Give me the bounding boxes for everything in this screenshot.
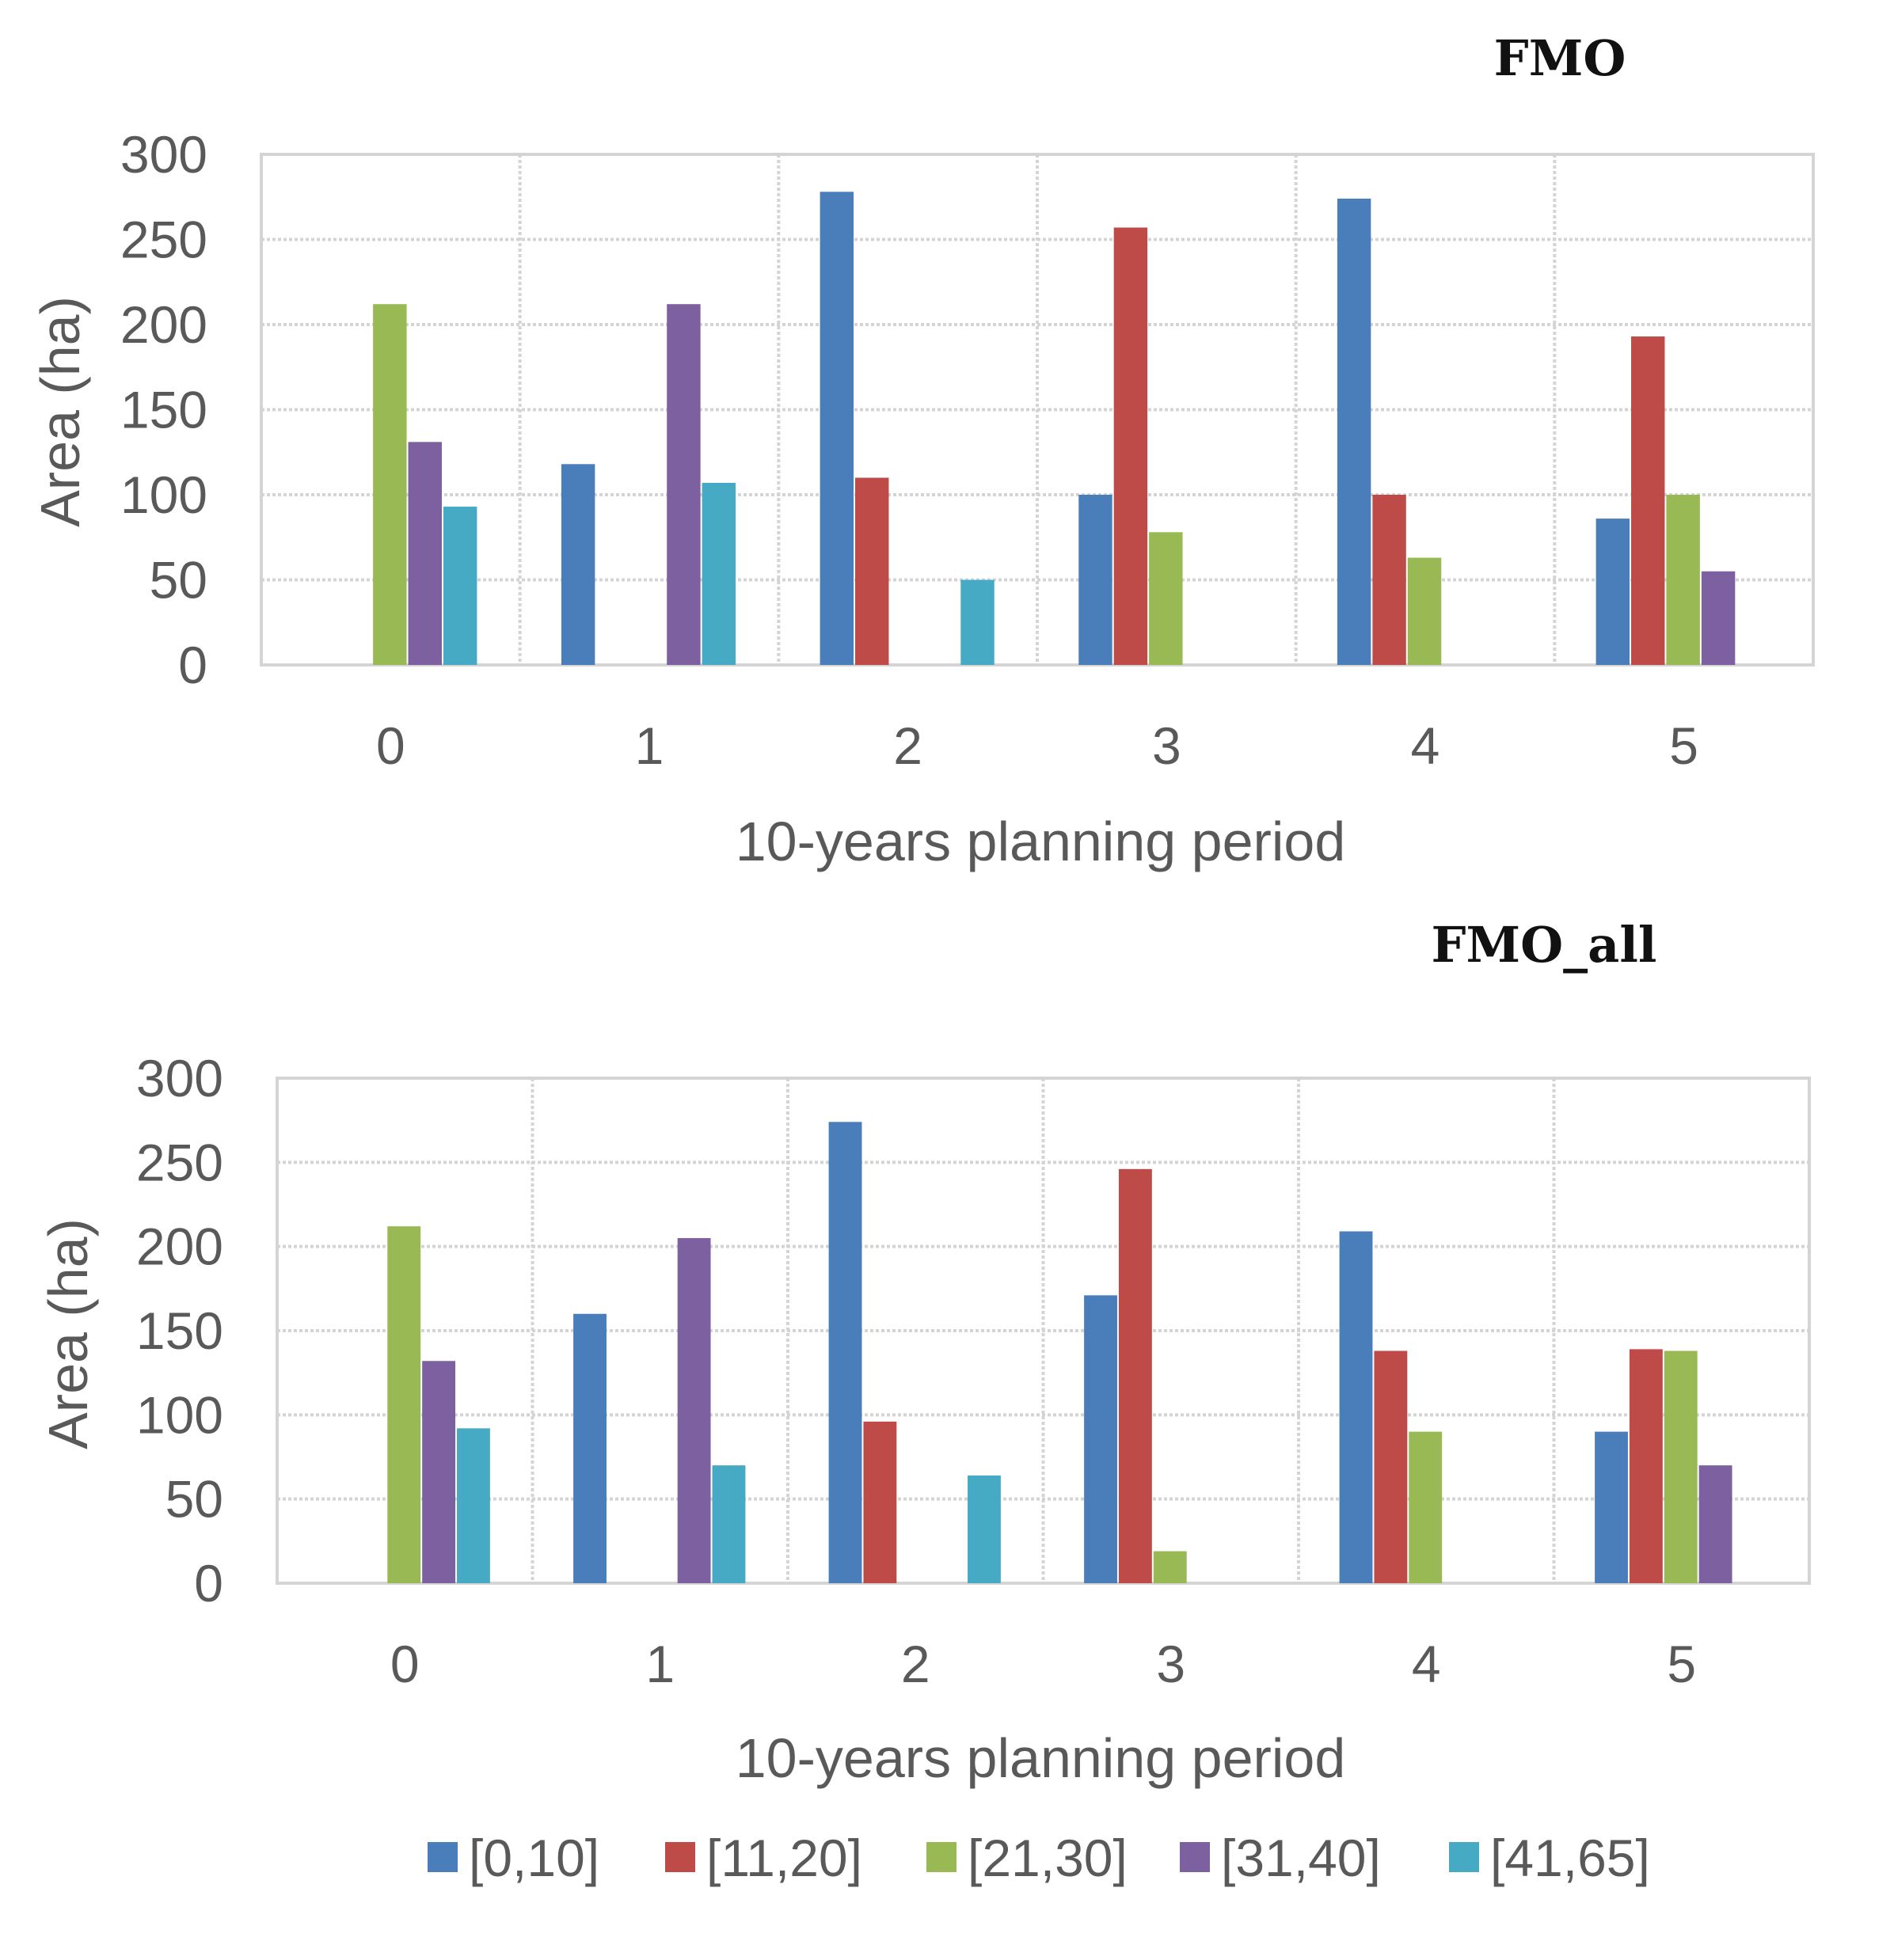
bar (968, 1475, 1001, 1583)
bar (1701, 571, 1736, 665)
bar (387, 1226, 421, 1583)
x-tick-label: 2 (893, 716, 922, 775)
x-tick-label: 2 (901, 1635, 930, 1693)
chart-title: FMO (1494, 29, 1626, 87)
bar (1664, 1350, 1698, 1583)
x-tick-label: 3 (1156, 1635, 1185, 1693)
bar (1409, 1431, 1443, 1583)
bar (1372, 495, 1406, 665)
bar (820, 192, 854, 666)
chart-title: FMO_all (1432, 916, 1657, 974)
bar (373, 304, 407, 665)
bar (1407, 557, 1442, 665)
bar (1153, 1551, 1187, 1583)
bar (1113, 227, 1148, 665)
bar (443, 507, 477, 665)
x-tick-label: 0 (376, 716, 405, 775)
y-tick-label: 50 (165, 1470, 223, 1529)
legend-label: [21,30] (968, 1829, 1128, 1887)
legend-label: [11,20] (706, 1829, 862, 1887)
legend: [0,10] [11,20] [21,30] [31,40] [41,65] (428, 1829, 1650, 1887)
bar (1631, 336, 1665, 665)
bar (1666, 495, 1700, 665)
y-tick-label: 300 (120, 125, 207, 184)
y-tick-label: 100 (120, 465, 207, 524)
y-tick-label: 150 (136, 1301, 223, 1360)
bar (1118, 1168, 1152, 1583)
y-tick-label: 100 (136, 1385, 223, 1444)
bar (1698, 1465, 1732, 1583)
bar (1149, 532, 1183, 665)
y-tick-label: 200 (136, 1217, 223, 1276)
bar (457, 1428, 490, 1583)
y-tick-label: 250 (120, 211, 207, 269)
x-axis-title: 10-years planning period (736, 811, 1346, 872)
legend-swatch (1449, 1842, 1479, 1872)
legend-label: [0,10] (469, 1829, 599, 1887)
bar (863, 1421, 897, 1583)
legend-swatch (1180, 1842, 1210, 1872)
bar (855, 477, 889, 665)
bar (1595, 1431, 1628, 1583)
bar (1084, 1295, 1117, 1583)
bar (1339, 1231, 1373, 1583)
y-tick-label: 0 (178, 636, 207, 694)
bar (667, 304, 701, 665)
x-tick-label: 0 (390, 1635, 420, 1693)
legend-swatch (926, 1842, 957, 1872)
chart-fmo-all: FMO_all 0 50 100 150 200 250 300 0 1 2 3 4 5 10-yea… (37, 916, 1811, 1789)
bar (1595, 518, 1630, 665)
legend-label: [31,40] (1221, 1829, 1381, 1887)
y-tick-label: 50 (150, 551, 207, 610)
bar (1374, 1350, 1408, 1583)
x-tick-label: 5 (1669, 716, 1698, 775)
y-tick-label: 200 (120, 295, 207, 354)
y-tick-label: 150 (120, 381, 207, 439)
x-tick-label: 1 (635, 716, 664, 775)
bar (408, 442, 442, 665)
y-tick-label: 300 (136, 1049, 223, 1107)
bar (1629, 1349, 1663, 1583)
bar (422, 1361, 456, 1583)
y-tick-label: 0 (194, 1554, 223, 1612)
x-tick-label: 4 (1412, 1635, 1441, 1693)
bar (712, 1465, 746, 1583)
legend-swatch (428, 1842, 458, 1872)
bar (960, 579, 995, 665)
x-tick-label: 3 (1152, 716, 1181, 775)
x-tick-label: 4 (1411, 716, 1440, 775)
legend-swatch (665, 1842, 695, 1872)
x-tick-label: 1 (645, 1635, 675, 1693)
x-axis-title: 10-years planning period (736, 1727, 1346, 1789)
bar (561, 464, 595, 665)
bar (828, 1122, 862, 1583)
x-tick-label: 5 (1667, 1635, 1696, 1693)
bar (573, 1313, 607, 1583)
bar (677, 1238, 711, 1583)
bar (702, 482, 736, 665)
y-axis-title: Area (ha) (37, 1218, 99, 1449)
chart-fmo: FMO 0 50 100 150 200 250 300 0 1 2 3 4 5 10-years p… (29, 29, 1815, 872)
legend-label: [41,65] (1490, 1829, 1650, 1887)
bar (1078, 495, 1112, 665)
bar (1337, 198, 1371, 665)
y-tick-label: 250 (136, 1133, 223, 1191)
y-axis-title: Area (ha) (29, 296, 91, 527)
